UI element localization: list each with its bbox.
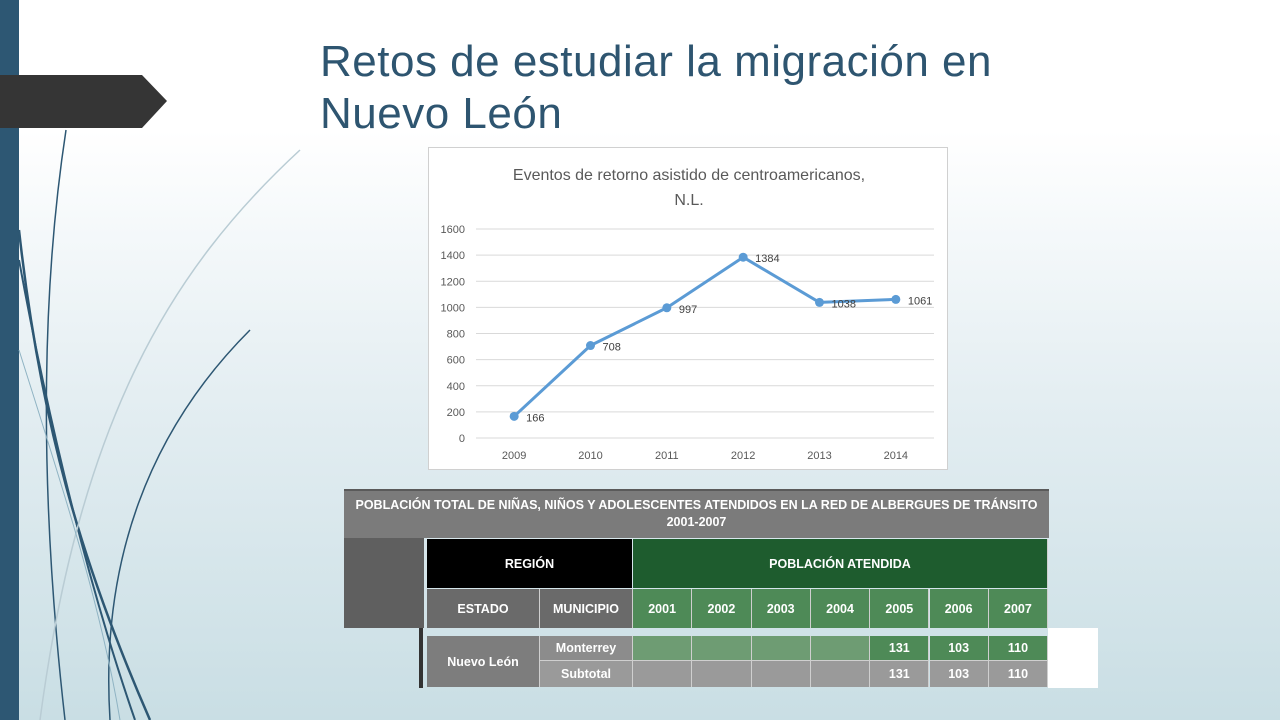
table-title-line-2: 2001-2007: [666, 515, 727, 529]
y-tick-label: 1000: [441, 302, 465, 314]
slide-title: Retos de estudiar la migración en Nuevo …: [320, 37, 992, 138]
chart-canvas: Eventos de retorno asistido de centroame…: [441, 167, 934, 462]
x-tick-label: 2013: [807, 450, 831, 462]
region-header: REGIÓN: [427, 539, 632, 588]
municipio-cell-subtotal: Subtotal: [540, 661, 633, 687]
data-label: 997: [679, 304, 697, 316]
table-cell: 103: [929, 636, 989, 661]
table-cell: 131: [870, 636, 930, 661]
data-point: [662, 303, 672, 313]
table-title: POBLACIÓN TOTAL DE NIÑAS, NIÑOS Y ADOLES…: [344, 489, 1049, 538]
chart-title-line-1: Eventos de retorno asistido de centroame…: [513, 167, 865, 184]
data-point: [509, 411, 519, 421]
x-tick-label: 2012: [731, 450, 755, 462]
data-point: [738, 252, 748, 262]
table-body-left-border: [419, 628, 423, 688]
table-cell: [751, 636, 811, 661]
y-tick-label: 400: [447, 381, 465, 393]
table-title-line-1: POBLACIÓN TOTAL DE NIÑAS, NIÑOS Y ADOLES…: [355, 498, 1038, 512]
data-point: [815, 297, 824, 307]
year-header-2002: 2002: [692, 589, 752, 628]
year-header-2001: 2001: [633, 589, 693, 628]
table-cell: 103: [929, 661, 989, 687]
y-tick-label: 1400: [441, 250, 465, 262]
x-tick-label: 2014: [884, 450, 908, 462]
poblacion-header: POBLACIÓN ATENDIDA: [633, 539, 1048, 588]
municipio-cell-monterrey: Monterrey: [540, 636, 633, 661]
table-cell: 131: [870, 661, 930, 687]
estado-cell: Nuevo León: [427, 636, 540, 687]
year-header-2007: 2007: [988, 589, 1049, 628]
table-cell: [692, 636, 752, 661]
table-cell: [633, 636, 693, 661]
data-label: 1384: [755, 253, 779, 265]
table-cell: 110: [988, 661, 1049, 687]
year-header-2003: 2003: [751, 589, 811, 628]
series-line: [513, 255, 896, 418]
year-header-2004: 2004: [810, 589, 871, 628]
data-label: 1038: [832, 298, 856, 310]
table-cell: [751, 661, 811, 687]
municipio-header: MUNICIPIO: [540, 589, 633, 628]
y-tick-label: 800: [447, 329, 465, 341]
slide-sidebar-bar: [0, 0, 19, 720]
table-left-block: [344, 538, 424, 628]
data-point: [891, 294, 901, 304]
y-tick-label: 1200: [441, 276, 465, 288]
slide-tab-shape: [0, 75, 167, 128]
data-label: 166: [526, 412, 544, 424]
table-cell: 110: [988, 636, 1049, 661]
x-tick-label: 2009: [502, 450, 526, 462]
data-label: 1061: [908, 295, 932, 307]
data-label: 708: [603, 342, 621, 354]
y-tick-label: 200: [447, 407, 465, 419]
decorative-curves: [17, 129, 301, 720]
shelters-table: POBLACIÓN TOTAL DE NIÑAS, NIÑOS Y ADOLES…: [344, 489, 1104, 689]
year-header-2005: 2005: [870, 589, 930, 628]
y-tick-label: 1600: [441, 224, 465, 236]
table-cell: [810, 661, 871, 687]
table-cell: [692, 661, 752, 687]
estado-header: ESTADO: [427, 589, 540, 628]
y-tick-label: 600: [447, 355, 465, 367]
chart-title-line-2: N.L.: [674, 192, 703, 209]
line-chart: Eventos de retorno asistido de centroame…: [428, 147, 948, 470]
year-header-2006: 2006: [929, 589, 989, 628]
data-point: [586, 341, 595, 351]
table-cell: [633, 661, 693, 687]
x-tick-label: 2010: [578, 450, 602, 462]
x-tick-label: 2011: [655, 450, 679, 462]
table-cell: [810, 636, 871, 661]
table-body-right-pad: [1048, 628, 1098, 688]
y-tick-label: 0: [459, 433, 465, 445]
